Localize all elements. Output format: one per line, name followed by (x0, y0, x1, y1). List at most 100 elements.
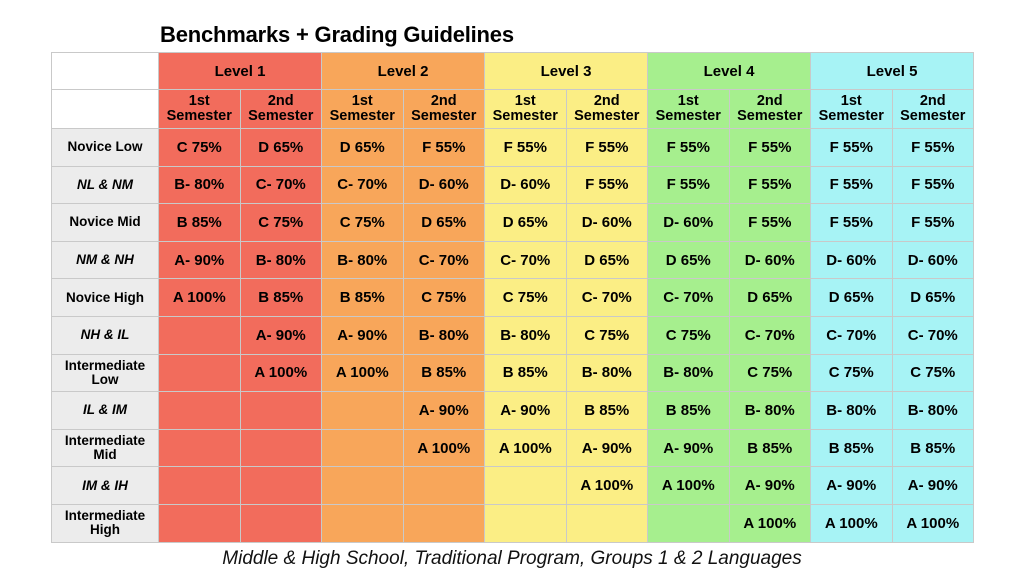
row-label: Intermediate Low (51, 353, 159, 393)
grade-cell (565, 503, 648, 543)
table-row: Intermediate Mid A 100% A 100% A- 90% A- 90%… (51, 428, 974, 468)
semester-header: 1st Semester (810, 89, 893, 129)
table-row: Intermediate Low A 100% A 100% B 85% B 85% B-… (51, 353, 974, 393)
grade-cell (158, 353, 241, 393)
grade-cell: D- 60% (565, 203, 648, 242)
grade-cell: F 55% (891, 128, 974, 167)
grade-cell (239, 428, 322, 468)
semester-header: 2nd Semester (728, 89, 811, 129)
grade-cell: A 100% (402, 428, 485, 468)
grade-cell: D 65% (239, 128, 322, 167)
semester-header: 2nd Semester (565, 89, 648, 129)
grade-cell: F 55% (891, 165, 974, 205)
grade-cell: A 100% (810, 503, 893, 543)
row-label: Novice Mid (51, 203, 159, 242)
grade-cell: A- 90% (647, 428, 730, 468)
grade-cell: C- 70% (647, 278, 730, 317)
grade-cell (158, 466, 241, 505)
table-row: IM & IH A 100% A 100% A- 90% A- 90% A- 90% (51, 466, 974, 505)
grade-cell: A 100% (728, 503, 811, 543)
grade-cell: C 75% (891, 353, 974, 393)
row-label: Novice High (51, 278, 159, 317)
grade-cell (402, 503, 485, 543)
level-2-header: Level 2 (321, 52, 485, 90)
grade-cell: B- 80% (402, 315, 485, 355)
grade-cell: C- 70% (810, 315, 893, 355)
grade-cell: D 65% (891, 278, 974, 317)
corner-cell (51, 89, 159, 129)
grade-cell: C 75% (321, 203, 404, 242)
grade-cell: C- 70% (565, 278, 648, 317)
level-3-header: Level 3 (484, 52, 648, 90)
page-title: Benchmarks + Grading Guidelines (160, 22, 514, 47)
grade-cell (321, 391, 404, 430)
grade-cell (402, 466, 485, 505)
grade-cell: A- 90% (239, 315, 322, 355)
grade-cell: F 55% (728, 128, 811, 167)
grade-cell: D- 60% (728, 240, 811, 280)
grade-cell: A- 90% (158, 240, 241, 280)
semester-header: 1st Semester (647, 89, 730, 129)
table-row: NH & IL A- 90% A- 90% B- 80% B- 80% C 75% C 75… (51, 315, 974, 355)
row-label: IM & IH (51, 466, 159, 505)
grade-cell: B 85% (891, 428, 974, 468)
grade-cell: F 55% (647, 165, 730, 205)
grade-cell: A- 90% (891, 466, 974, 505)
grade-cell: A- 90% (728, 466, 811, 505)
grade-cell (158, 428, 241, 468)
grade-cell: C- 70% (402, 240, 485, 280)
grade-cell: F 55% (647, 128, 730, 167)
grade-cell: B- 80% (239, 240, 322, 280)
grade-cell: C- 70% (891, 315, 974, 355)
grade-cell: F 55% (484, 128, 567, 167)
grade-cell: A 100% (239, 353, 322, 393)
grade-cell: D- 60% (810, 240, 893, 280)
grade-cell (321, 503, 404, 543)
table-row: Novice Mid B 85% C 75% C 75% D 65% D 65% D- 60… (51, 203, 974, 242)
grade-cell (158, 503, 241, 543)
grade-cell: C 75% (647, 315, 730, 355)
grade-cell (239, 466, 322, 505)
row-label: IL & IM (51, 391, 159, 430)
grade-cell: B- 80% (321, 240, 404, 280)
grade-cell: B- 80% (158, 165, 241, 205)
table-row: Novice High A 100% B 85% B 85% C 75% C 75% C- … (51, 278, 974, 317)
grade-cell: A 100% (565, 466, 648, 505)
grade-cell: C 75% (239, 203, 322, 242)
grade-cell: D 65% (647, 240, 730, 280)
table-caption: Middle & High School, Traditional Progra… (222, 548, 802, 569)
grade-cell (158, 391, 241, 430)
grade-cell: C- 70% (321, 165, 404, 205)
grade-cell: D- 60% (484, 165, 567, 205)
grade-cell: D 65% (728, 278, 811, 317)
grade-cell: D- 60% (647, 203, 730, 242)
row-label: NM & NH (51, 240, 159, 280)
grade-cell: B 85% (484, 353, 567, 393)
table-row: IL & IM A- 90% A- 90% B 85% B 85% B- 80% B- 80… (51, 391, 974, 430)
row-label: NL & NM (51, 165, 159, 205)
grade-cell: B- 80% (565, 353, 648, 393)
grade-cell (484, 466, 567, 505)
grade-cell: B 85% (810, 428, 893, 468)
semester-header: 1st Semester (484, 89, 567, 129)
grade-cell: B- 80% (484, 315, 567, 355)
grade-cell: C- 70% (728, 315, 811, 355)
grade-cell: F 55% (402, 128, 485, 167)
grade-cell: A- 90% (484, 391, 567, 430)
row-label: Intermediate Mid (51, 428, 159, 468)
grade-cell: F 55% (810, 165, 893, 205)
grade-cell: F 55% (810, 128, 893, 167)
grade-cell: F 55% (810, 203, 893, 242)
grade-cell: D 65% (402, 203, 485, 242)
grade-cell: D- 60% (402, 165, 485, 205)
semester-header-row: 1st Semester 2nd Semester 1st Semester 2nd … (51, 89, 974, 129)
level-1-header: Level 1 (158, 52, 322, 90)
grade-cell: B 85% (321, 278, 404, 317)
table-row: Intermediate High A 100% A 100% A 100% (51, 503, 974, 543)
row-label: Novice Low (51, 128, 159, 167)
grade-cell: A 100% (158, 278, 241, 317)
grade-cell (321, 466, 404, 505)
grade-cell (647, 503, 730, 543)
grade-cell: C 75% (810, 353, 893, 393)
grade-cell: F 55% (728, 203, 811, 242)
